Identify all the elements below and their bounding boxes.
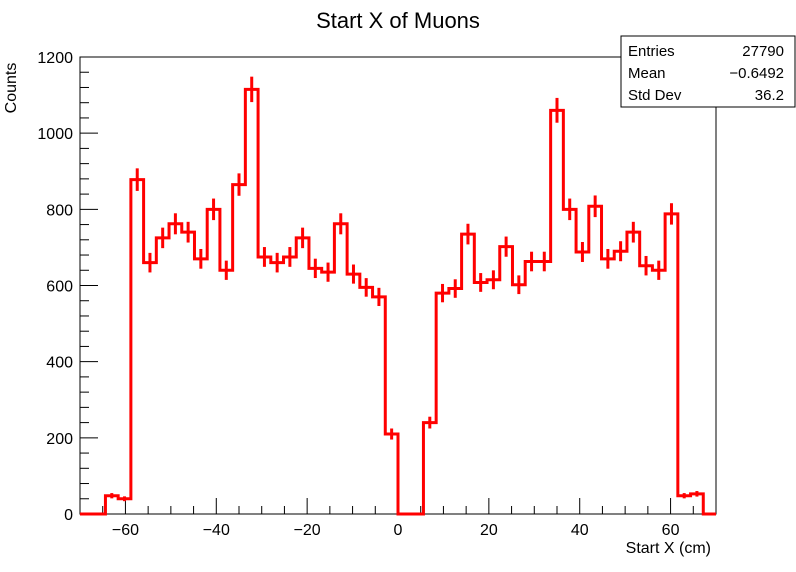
chart-title: Start X of Muons — [316, 8, 480, 33]
stats-mean-value: −0.6492 — [729, 65, 784, 82]
y-tick-label: 1000 — [37, 126, 73, 143]
stats-mean-label: Mean — [628, 65, 666, 82]
x-tick-label: −40 — [203, 522, 230, 539]
histogram-line — [80, 87, 716, 516]
y-axis-title-group: Counts — [3, 63, 20, 114]
y-tick-label: 800 — [46, 202, 73, 219]
stats-box-frame — [620, 35, 796, 108]
x-axis-ticks — [79, 498, 717, 514]
y-tick-label: 0 — [64, 507, 73, 524]
y-tick-label: 200 — [46, 431, 73, 448]
stats-entries-label: Entries — [628, 43, 675, 60]
x-axis-title: Start X (cm) — [626, 540, 711, 557]
x-tick-label: 40 — [571, 522, 589, 539]
y-tick-label: 1200 — [37, 50, 73, 67]
y-tick-label: 600 — [46, 279, 73, 296]
stats-entries-value: 27790 — [742, 43, 784, 60]
x-tick-label: −60 — [112, 522, 139, 539]
x-tick-label: −20 — [294, 522, 321, 539]
x-tick-label: 60 — [662, 522, 680, 539]
y-axis-tick-labels: 0 200 400 600 800 1000 1200 — [37, 50, 73, 524]
stats-box: Entries 27790 Mean −0.6492 Std Dev 36.2 — [620, 35, 796, 108]
x-axis-tick-labels: −60 −40 −20 0 20 40 60 — [112, 522, 680, 539]
y-axis-title: Counts — [3, 63, 20, 114]
x-tick-label: 0 — [394, 522, 403, 539]
y-tick-label: 400 — [46, 355, 73, 372]
stats-stddev-label: Std Dev — [628, 87, 682, 104]
stats-stddev-value: 36.2 — [755, 87, 784, 104]
x-tick-label: 20 — [480, 522, 498, 539]
